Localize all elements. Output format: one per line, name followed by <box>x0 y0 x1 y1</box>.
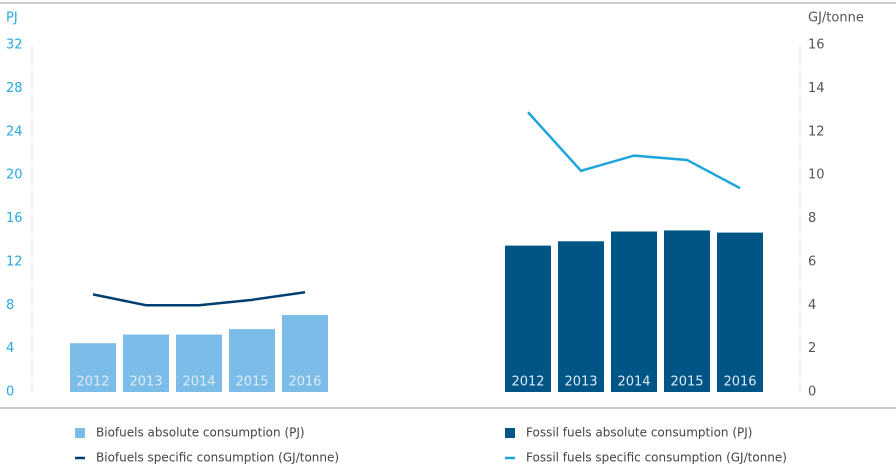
y2-tick-label: 0 <box>808 385 816 400</box>
category-label: 2014 <box>617 375 650 390</box>
line <box>92 291 306 307</box>
category-label: 2015 <box>670 375 703 390</box>
legend-label: Biofuels absolute consumption (PJ) <box>96 426 305 440</box>
category-label: 2012 <box>511 375 544 390</box>
category-label: 2013 <box>564 375 597 390</box>
y-tick-label: 12 <box>6 254 23 269</box>
y2-tick-label: 8 <box>808 211 816 226</box>
bar <box>176 334 222 392</box>
bar <box>611 231 657 392</box>
bar <box>229 329 275 392</box>
y-tick-label: 32 <box>6 38 23 53</box>
y-tick-label: 24 <box>6 124 23 139</box>
y-tick-label: 8 <box>6 298 14 313</box>
bar <box>505 245 551 392</box>
category-label: 2016 <box>288 375 321 390</box>
bar <box>70 343 116 392</box>
y2-tick-label: 4 <box>808 298 816 313</box>
category-label: 2015 <box>235 375 268 390</box>
y-tick-label: 16 <box>6 211 23 226</box>
y2-tick-label: 12 <box>808 124 825 139</box>
legend-label: Biofuels specific consumption (GJ/tonne) <box>96 451 339 465</box>
y2-tick-label: 6 <box>808 254 816 269</box>
y2-axis-label: GJ/tonne <box>808 11 864 26</box>
y2-tick-label: 14 <box>808 81 825 96</box>
bar <box>717 232 763 392</box>
category-label: 2014 <box>182 375 215 390</box>
y-tick-label: 0 <box>6 385 14 400</box>
line <box>527 111 741 190</box>
y2-tick-label: 2 <box>808 341 816 356</box>
legend-label: Fossil fuels specific consumption (GJ/to… <box>526 451 787 465</box>
y-axis-label: PJ <box>6 11 18 26</box>
category-label: 2016 <box>723 375 756 390</box>
bar <box>664 230 710 392</box>
bar <box>558 241 604 392</box>
legend-label: Fossil fuels absolute consumption (PJ) <box>526 426 752 440</box>
y-tick-label: 20 <box>6 168 23 183</box>
y2-tick-label: 10 <box>808 168 825 183</box>
category-label: 2012 <box>76 375 109 390</box>
y-tick-label: 28 <box>6 81 23 96</box>
bar <box>282 315 328 392</box>
y-tick-label: 4 <box>6 341 14 356</box>
category-label: 2013 <box>129 375 162 390</box>
legend-swatch <box>505 428 515 438</box>
bar <box>123 334 169 392</box>
legend-swatch <box>75 428 85 438</box>
y2-tick-label: 16 <box>808 38 825 53</box>
